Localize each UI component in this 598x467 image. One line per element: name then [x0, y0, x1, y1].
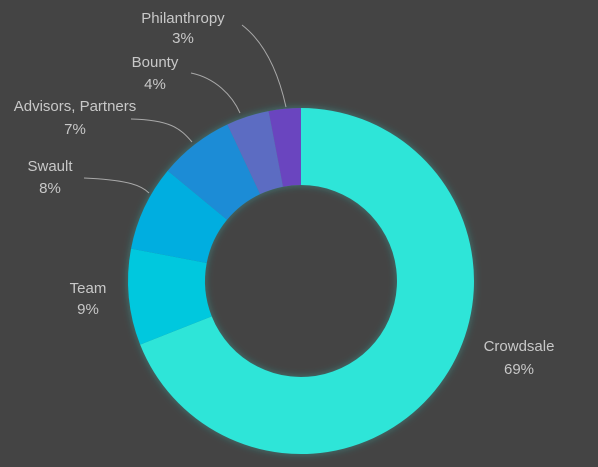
slice-percent-philanthropy: 3% [172, 30, 194, 47]
slice-percent-team: 9% [77, 301, 99, 318]
slice-crowdsale[interactable] [140, 108, 474, 454]
slice-label-crowdsale: Crowdsale [484, 338, 555, 355]
slice-label-swault: Swault [27, 158, 73, 175]
slice-advisors-partners[interactable] [167, 124, 261, 220]
slice-label-philanthropy: Philanthropy [141, 10, 225, 27]
slice-percent-bounty: 4% [144, 76, 166, 93]
slice-team[interactable] [128, 248, 212, 345]
slice-percent-swault: 8% [39, 180, 61, 197]
slice-label-team: Team [70, 280, 107, 297]
slice-label-advisors-partners: Advisors, Partners [14, 98, 137, 115]
slice-group [128, 108, 474, 454]
slice-label-bounty: Bounty [132, 54, 179, 71]
slice-philanthropy[interactable] [268, 108, 301, 187]
slice-swault[interactable] [131, 170, 228, 264]
leader-line-group [83, 24, 287, 194]
slice-percent-crowdsale: 69% [504, 361, 534, 378]
leader-line-swault [83, 177, 150, 194]
leader-line-philanthropy [241, 24, 287, 108]
slice-bounty[interactable] [227, 111, 284, 195]
leader-line-advisors-partners [130, 118, 193, 143]
slice-percent-advisors-partners: 7% [64, 121, 86, 138]
leader-line-bounty [190, 72, 241, 114]
label-group: Crowdsale 69% Team 9% Swault 8% Advisors, Part… [14, 10, 555, 378]
